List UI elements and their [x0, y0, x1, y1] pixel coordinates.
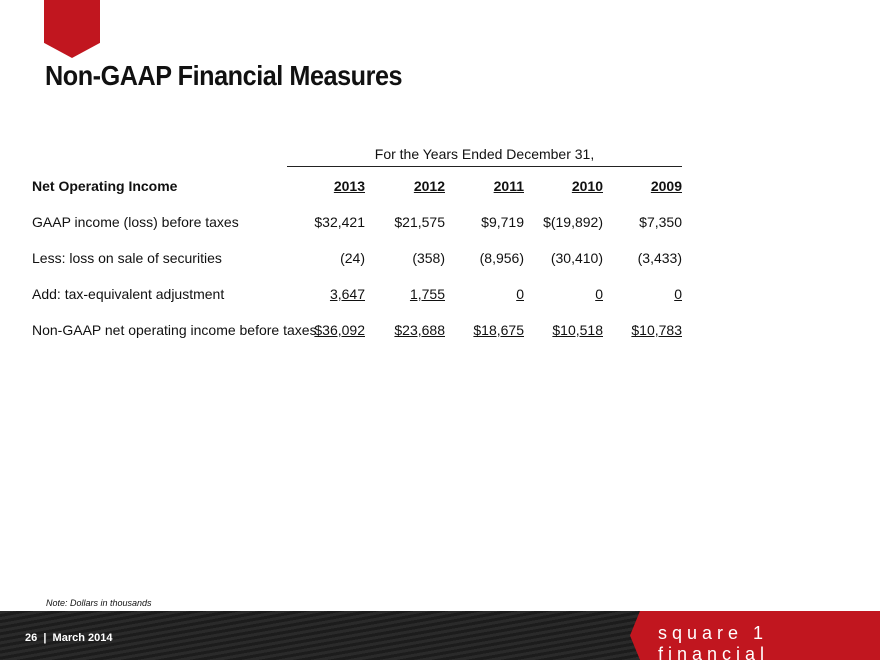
- cell: $18,675: [473, 322, 524, 338]
- row-label: Non-GAAP net operating income before tax…: [32, 322, 317, 338]
- table-row: Less: loss on sale of securities (24) (3…: [32, 250, 692, 270]
- table-row: Add: tax-equivalent adjustment 3,647 1,7…: [32, 286, 692, 306]
- cell: $21,575: [394, 214, 445, 230]
- cell: $9,719: [481, 214, 524, 230]
- cell: $32,421: [314, 214, 365, 230]
- cell: $10,518: [552, 322, 603, 338]
- year-header: 2013: [333, 178, 365, 194]
- year-header: 2010: [571, 178, 603, 194]
- year-header: 2009: [650, 178, 682, 194]
- table-header: Net Operating Income 2013 2012 2011 2010…: [32, 178, 692, 198]
- table-row-total: Non-GAAP net operating income before tax…: [32, 322, 692, 342]
- table-caption: For the Years Ended December 31,: [374, 146, 595, 162]
- cell: 3,647: [329, 286, 365, 302]
- logo-flag: [44, 0, 100, 58]
- cell: $10,783: [631, 322, 682, 338]
- brand-logo: square 1 financial: [630, 611, 880, 660]
- year-header: 2012: [413, 178, 445, 194]
- page-title: Non-GAAP Financial Measures: [45, 60, 403, 91]
- cell: 0: [674, 286, 682, 302]
- cell: (24): [340, 250, 365, 266]
- cell: $(19,892): [543, 214, 603, 230]
- cell: (8,956): [479, 250, 524, 266]
- footnote: Note: Dollars in thousands: [46, 598, 152, 608]
- cell: 1,755: [409, 286, 445, 302]
- table-row: GAAP income (loss) before taxes $32,421 …: [32, 214, 692, 234]
- year-header: 2011: [493, 178, 524, 194]
- cell: $7,350: [639, 214, 682, 230]
- cell: $23,688: [394, 322, 445, 338]
- row-label: GAAP income (loss) before taxes: [32, 214, 239, 230]
- cell: 0: [595, 286, 603, 302]
- cell: 0: [516, 286, 524, 302]
- header-label: Net Operating Income: [32, 178, 178, 194]
- page-info: 26 | March 2014: [25, 632, 113, 644]
- brand-text: square 1 financial: [658, 623, 770, 664]
- row-label: Less: loss on sale of securities: [32, 250, 222, 266]
- cell: (358): [412, 250, 445, 266]
- cell: (30,410): [550, 250, 603, 266]
- cell: $36,092: [314, 322, 365, 338]
- row-label: Add: tax-equivalent adjustment: [32, 286, 225, 302]
- cell: (3,433): [637, 250, 682, 266]
- caption-rule: [287, 166, 682, 167]
